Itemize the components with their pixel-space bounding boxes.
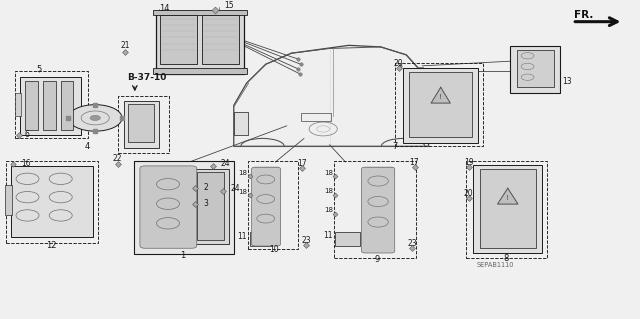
FancyBboxPatch shape <box>156 11 244 74</box>
Polygon shape <box>431 87 451 103</box>
FancyBboxPatch shape <box>197 172 224 240</box>
Text: 22: 22 <box>113 154 122 163</box>
Text: 15: 15 <box>224 1 234 11</box>
Circle shape <box>68 105 122 131</box>
Text: 18: 18 <box>324 207 333 213</box>
FancyBboxPatch shape <box>479 169 536 248</box>
Text: !: ! <box>506 195 509 201</box>
Text: FR.: FR. <box>574 10 593 20</box>
FancyBboxPatch shape <box>124 101 159 148</box>
FancyBboxPatch shape <box>43 81 56 130</box>
FancyBboxPatch shape <box>252 167 280 246</box>
FancyBboxPatch shape <box>410 72 472 137</box>
FancyBboxPatch shape <box>4 185 12 215</box>
FancyBboxPatch shape <box>193 169 228 243</box>
Text: 4: 4 <box>85 142 90 151</box>
FancyBboxPatch shape <box>234 112 248 135</box>
Text: 10: 10 <box>269 245 279 254</box>
FancyBboxPatch shape <box>473 165 542 253</box>
Text: 18: 18 <box>238 189 247 195</box>
FancyBboxPatch shape <box>255 167 277 244</box>
Text: 8: 8 <box>504 255 509 263</box>
Text: 11: 11 <box>237 232 247 241</box>
Text: !: ! <box>438 94 442 100</box>
FancyBboxPatch shape <box>20 77 81 135</box>
FancyBboxPatch shape <box>25 81 38 130</box>
Text: SEPAB1110: SEPAB1110 <box>476 262 514 268</box>
Circle shape <box>90 115 100 121</box>
Text: 24: 24 <box>230 184 240 193</box>
FancyBboxPatch shape <box>250 233 272 246</box>
FancyBboxPatch shape <box>129 104 154 142</box>
Text: 20: 20 <box>394 59 403 68</box>
Text: 21: 21 <box>120 41 130 50</box>
Text: 16: 16 <box>21 159 31 167</box>
FancyBboxPatch shape <box>61 81 74 130</box>
Text: 24: 24 <box>220 159 230 168</box>
Text: 17: 17 <box>410 158 419 167</box>
Text: 11: 11 <box>323 231 333 240</box>
FancyBboxPatch shape <box>415 88 429 107</box>
Text: 1: 1 <box>180 251 186 260</box>
Text: 19: 19 <box>464 158 474 167</box>
FancyBboxPatch shape <box>335 232 360 246</box>
Text: 18: 18 <box>324 189 333 195</box>
Text: 14: 14 <box>159 4 170 13</box>
Text: 9: 9 <box>375 256 380 264</box>
FancyBboxPatch shape <box>161 15 197 64</box>
Text: 20: 20 <box>464 189 474 197</box>
Text: 13: 13 <box>563 77 572 86</box>
FancyBboxPatch shape <box>153 10 247 15</box>
FancyBboxPatch shape <box>362 167 395 253</box>
Text: 18: 18 <box>324 169 333 175</box>
Text: 7: 7 <box>392 142 398 151</box>
Text: 2: 2 <box>204 183 209 192</box>
FancyBboxPatch shape <box>11 166 93 237</box>
FancyBboxPatch shape <box>145 167 192 246</box>
Polygon shape <box>497 188 518 204</box>
FancyBboxPatch shape <box>516 50 554 87</box>
FancyBboxPatch shape <box>134 161 234 254</box>
FancyBboxPatch shape <box>403 68 478 143</box>
FancyBboxPatch shape <box>153 68 247 74</box>
FancyBboxPatch shape <box>510 46 560 93</box>
Polygon shape <box>234 45 429 146</box>
Text: B-37-10: B-37-10 <box>127 73 166 82</box>
Text: 17: 17 <box>298 159 307 168</box>
Text: 12: 12 <box>47 241 57 249</box>
FancyBboxPatch shape <box>202 15 239 64</box>
Text: 23: 23 <box>301 235 311 245</box>
Text: 18: 18 <box>238 170 247 176</box>
Text: 3: 3 <box>204 199 209 208</box>
Text: 6: 6 <box>25 130 30 139</box>
FancyBboxPatch shape <box>15 93 21 116</box>
Text: 5: 5 <box>36 64 42 73</box>
FancyBboxPatch shape <box>365 167 392 251</box>
Text: 23: 23 <box>407 239 417 248</box>
FancyBboxPatch shape <box>140 166 196 248</box>
